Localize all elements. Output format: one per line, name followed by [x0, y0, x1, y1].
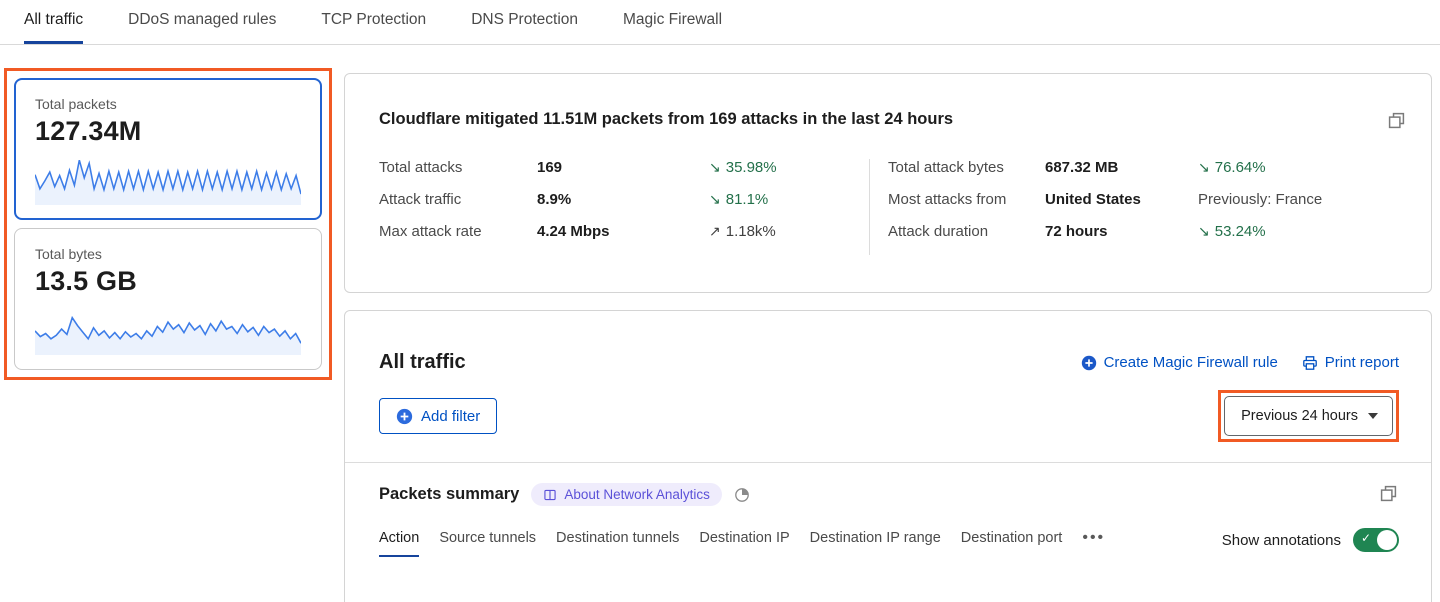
packets-summary-title: Packets summary [379, 485, 520, 503]
toggle-knob [1377, 530, 1397, 550]
all-traffic-panel: All traffic Create Magic Firewall rule [344, 310, 1432, 602]
tab-all-traffic[interactable]: All traffic [24, 0, 84, 44]
stat-change: ↘ 35.98% [709, 159, 777, 176]
stat-value: United States [1045, 191, 1141, 208]
copy-icon [1380, 485, 1397, 502]
attack-summary-panel: Cloudflare mitigated 11.51M packets from… [344, 73, 1432, 293]
stat-total-attack-bytes: Total attack bytes 687.32 MB ↘ 76.64% [888, 159, 1407, 176]
time-range-annotation-box: Previous 24 hours [1218, 390, 1399, 442]
packets-tab-source-tunnels[interactable]: Source tunnels [439, 529, 537, 546]
total-bytes-sparkline [35, 315, 301, 355]
stat-attack-duration: Attack duration 72 hours ↘ 53.24% [888, 223, 1407, 240]
add-filter-button[interactable]: Add filter [379, 398, 498, 434]
stat-most-attacks-from: Most attacks from United States Previous… [888, 191, 1407, 208]
stat-label: Max attack rate [379, 223, 482, 240]
packets-tab-destination-ip-range[interactable]: Destination IP range [809, 529, 941, 546]
pie-timer-icon [735, 487, 749, 502]
tab-tcp-protection[interactable]: TCP Protection [321, 11, 427, 28]
stat-change: Previously: France [1198, 191, 1323, 208]
show-annotations-toggle[interactable]: ✓ [1353, 528, 1399, 552]
stat-label: Total attack bytes [888, 159, 1004, 176]
packets-tab-destination-port[interactable]: Destination port [960, 529, 1063, 546]
total-packets-card[interactable]: Total packets 127.34M [14, 78, 322, 220]
packets-summary-section: Packets summary About Network Analytics [345, 463, 1431, 558]
stat-change: ↘ 81.1% [709, 191, 769, 208]
stat-change: ↗ 1.18k% [709, 223, 776, 240]
trend-down-icon: ↘ [1198, 223, 1210, 239]
chevron-down-icon [1368, 413, 1378, 419]
attack-stats: Total attacks 169 ↘ 35.98% Attack traffic… [379, 159, 1407, 255]
stat-value: 169 [537, 159, 563, 176]
tab-ddos-managed-rules[interactable]: DDoS managed rules [128, 11, 277, 28]
stat-max-attack-rate: Max attack rate 4.24 Mbps ↗ 1.18k% [379, 223, 869, 240]
stat-label: Attack traffic [379, 191, 462, 208]
stat-label: Total attacks [379, 159, 463, 176]
total-bytes-label: Total bytes [35, 246, 102, 262]
stat-value: 4.24 Mbps [537, 223, 610, 240]
create-magic-firewall-rule-link[interactable]: Create Magic Firewall rule [1081, 354, 1278, 371]
copy-icon [1388, 112, 1405, 129]
total-bytes-card[interactable]: Total bytes 13.5 GB [14, 228, 322, 370]
total-packets-value: 127.34M [35, 116, 142, 146]
trend-down-icon: ↘ [1198, 159, 1210, 175]
packets-tab-action[interactable]: Action [379, 530, 420, 557]
attack-summary-title: Cloudflare mitigated 11.51M packets from… [379, 110, 954, 128]
packets-tabs-more-button[interactable]: ••• [1082, 528, 1106, 546]
top-tab-bar: All traffic DDoS managed rules TCP Prote… [0, 0, 1440, 45]
copy-packets-summary-button[interactable] [1378, 483, 1399, 504]
all-traffic-title: All traffic [379, 351, 466, 373]
plus-circle-icon [1081, 355, 1096, 370]
about-network-analytics-badge[interactable]: About Network Analytics [531, 483, 722, 506]
show-annotations-label: Show annotations [1221, 531, 1341, 549]
tab-magic-firewall[interactable]: Magic Firewall [623, 11, 723, 28]
stat-label: Most attacks from [888, 191, 1007, 208]
tab-dns-protection[interactable]: DNS Protection [471, 11, 579, 28]
stat-value: 687.32 MB [1045, 159, 1119, 176]
stat-total-attacks: Total attacks 169 ↘ 35.98% [379, 159, 869, 176]
stat-value: 8.9% [537, 191, 572, 208]
trend-down-icon: ↘ [709, 159, 721, 175]
check-icon: ✓ [1361, 531, 1372, 545]
book-icon [544, 489, 556, 500]
stat-attack-traffic: Attack traffic 8.9% ↘ 81.1% [379, 191, 869, 208]
stat-value: 72 hours [1045, 223, 1108, 240]
copy-summary-button[interactable] [1386, 110, 1407, 131]
time-range-dropdown[interactable]: Previous 24 hours [1224, 396, 1393, 436]
stat-label: Attack duration [888, 223, 989, 240]
stat-change: ↘ 76.64% [1198, 159, 1266, 176]
plus-circle-icon [396, 408, 413, 424]
packets-tab-destination-ip[interactable]: Destination IP [699, 529, 790, 546]
printer-icon [1302, 355, 1317, 370]
packets-tab-destination-tunnels[interactable]: Destination tunnels [556, 529, 680, 546]
total-packets-label: Total packets [35, 96, 117, 112]
print-report-link[interactable]: Print report [1302, 354, 1399, 371]
packets-summary-tab-bar: Action Source tunnels Destination tunnel… [379, 529, 1105, 558]
trend-down-icon: ↘ [709, 191, 721, 207]
total-bytes-value: 13.5 GB [35, 266, 137, 296]
total-packets-sparkline [35, 159, 301, 205]
trend-up-icon: ↗ [709, 223, 721, 239]
stat-change: ↘ 53.24% [1198, 223, 1266, 240]
metric-cards-annotation-box: Total packets 127.34M Total bytes 13.5 G… [4, 68, 332, 380]
